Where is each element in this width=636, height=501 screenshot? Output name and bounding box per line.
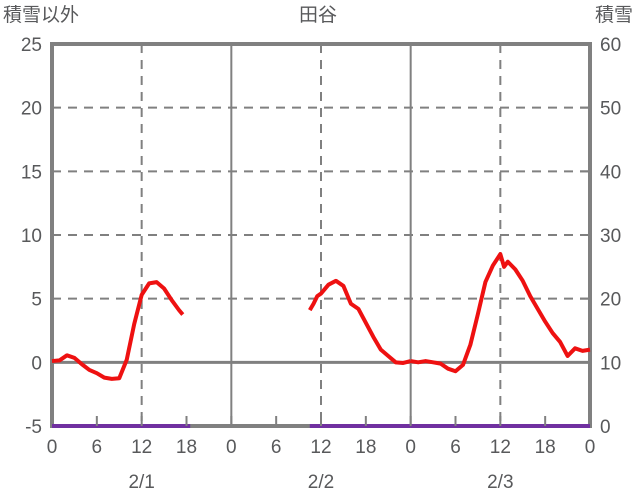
x-axis-tick-label: 12	[490, 437, 511, 458]
left-axis-title: 積雪以外	[3, 5, 80, 26]
x-axis-tick-label: 0	[47, 437, 58, 458]
x-axis-tick-label: 6	[92, 437, 103, 458]
x-axis-tick-label: 0	[405, 437, 416, 458]
left-axis-tick-label: 0	[31, 353, 42, 374]
left-axis-tick-label: -5	[25, 417, 42, 438]
x-axis-tick-label: 6	[450, 437, 461, 458]
x-axis-tick-label: 0	[226, 437, 237, 458]
data-series	[51, 252, 591, 428]
left-axis-tick-label: 20	[21, 99, 42, 120]
right-axis-title: 積雪	[594, 5, 633, 26]
left-axis-tick-label: 25	[21, 35, 42, 56]
right-axis-tick-label: 50	[600, 99, 621, 120]
right-axis-tick-label: 10	[600, 353, 621, 374]
right-axis-tick-label: 20	[600, 290, 621, 311]
x-axis-tick-label: 12	[310, 437, 331, 458]
x-axis-tick-label: 18	[176, 437, 197, 458]
x-axis-tick-label: 18	[355, 437, 376, 458]
left-axis-tick-label: 5	[31, 290, 42, 311]
left-axis-tick-label: 10	[21, 226, 42, 247]
right-axis-tick-label: 0	[600, 417, 611, 438]
x-axis-tick-label: 6	[271, 437, 282, 458]
x-axis-day-label: 2/2	[308, 472, 334, 493]
gridlines	[52, 44, 590, 426]
x-axis-tick-label: 18	[535, 437, 556, 458]
right-axis-tick-label: 40	[600, 162, 621, 183]
right-axis-tick-label: 60	[600, 35, 621, 56]
x-axis-tick-label: 12	[131, 437, 152, 458]
right-axis-tick-label: 30	[600, 226, 621, 247]
axis-ticks	[95, 106, 590, 426]
x-axis-tick-label: 0	[585, 437, 596, 458]
x-axis-day-label: 2/1	[128, 472, 154, 493]
left-axis-tick-label: 15	[21, 162, 42, 183]
x-axis-day-label: 2/3	[487, 472, 513, 493]
chart-title: 田谷	[298, 5, 337, 26]
